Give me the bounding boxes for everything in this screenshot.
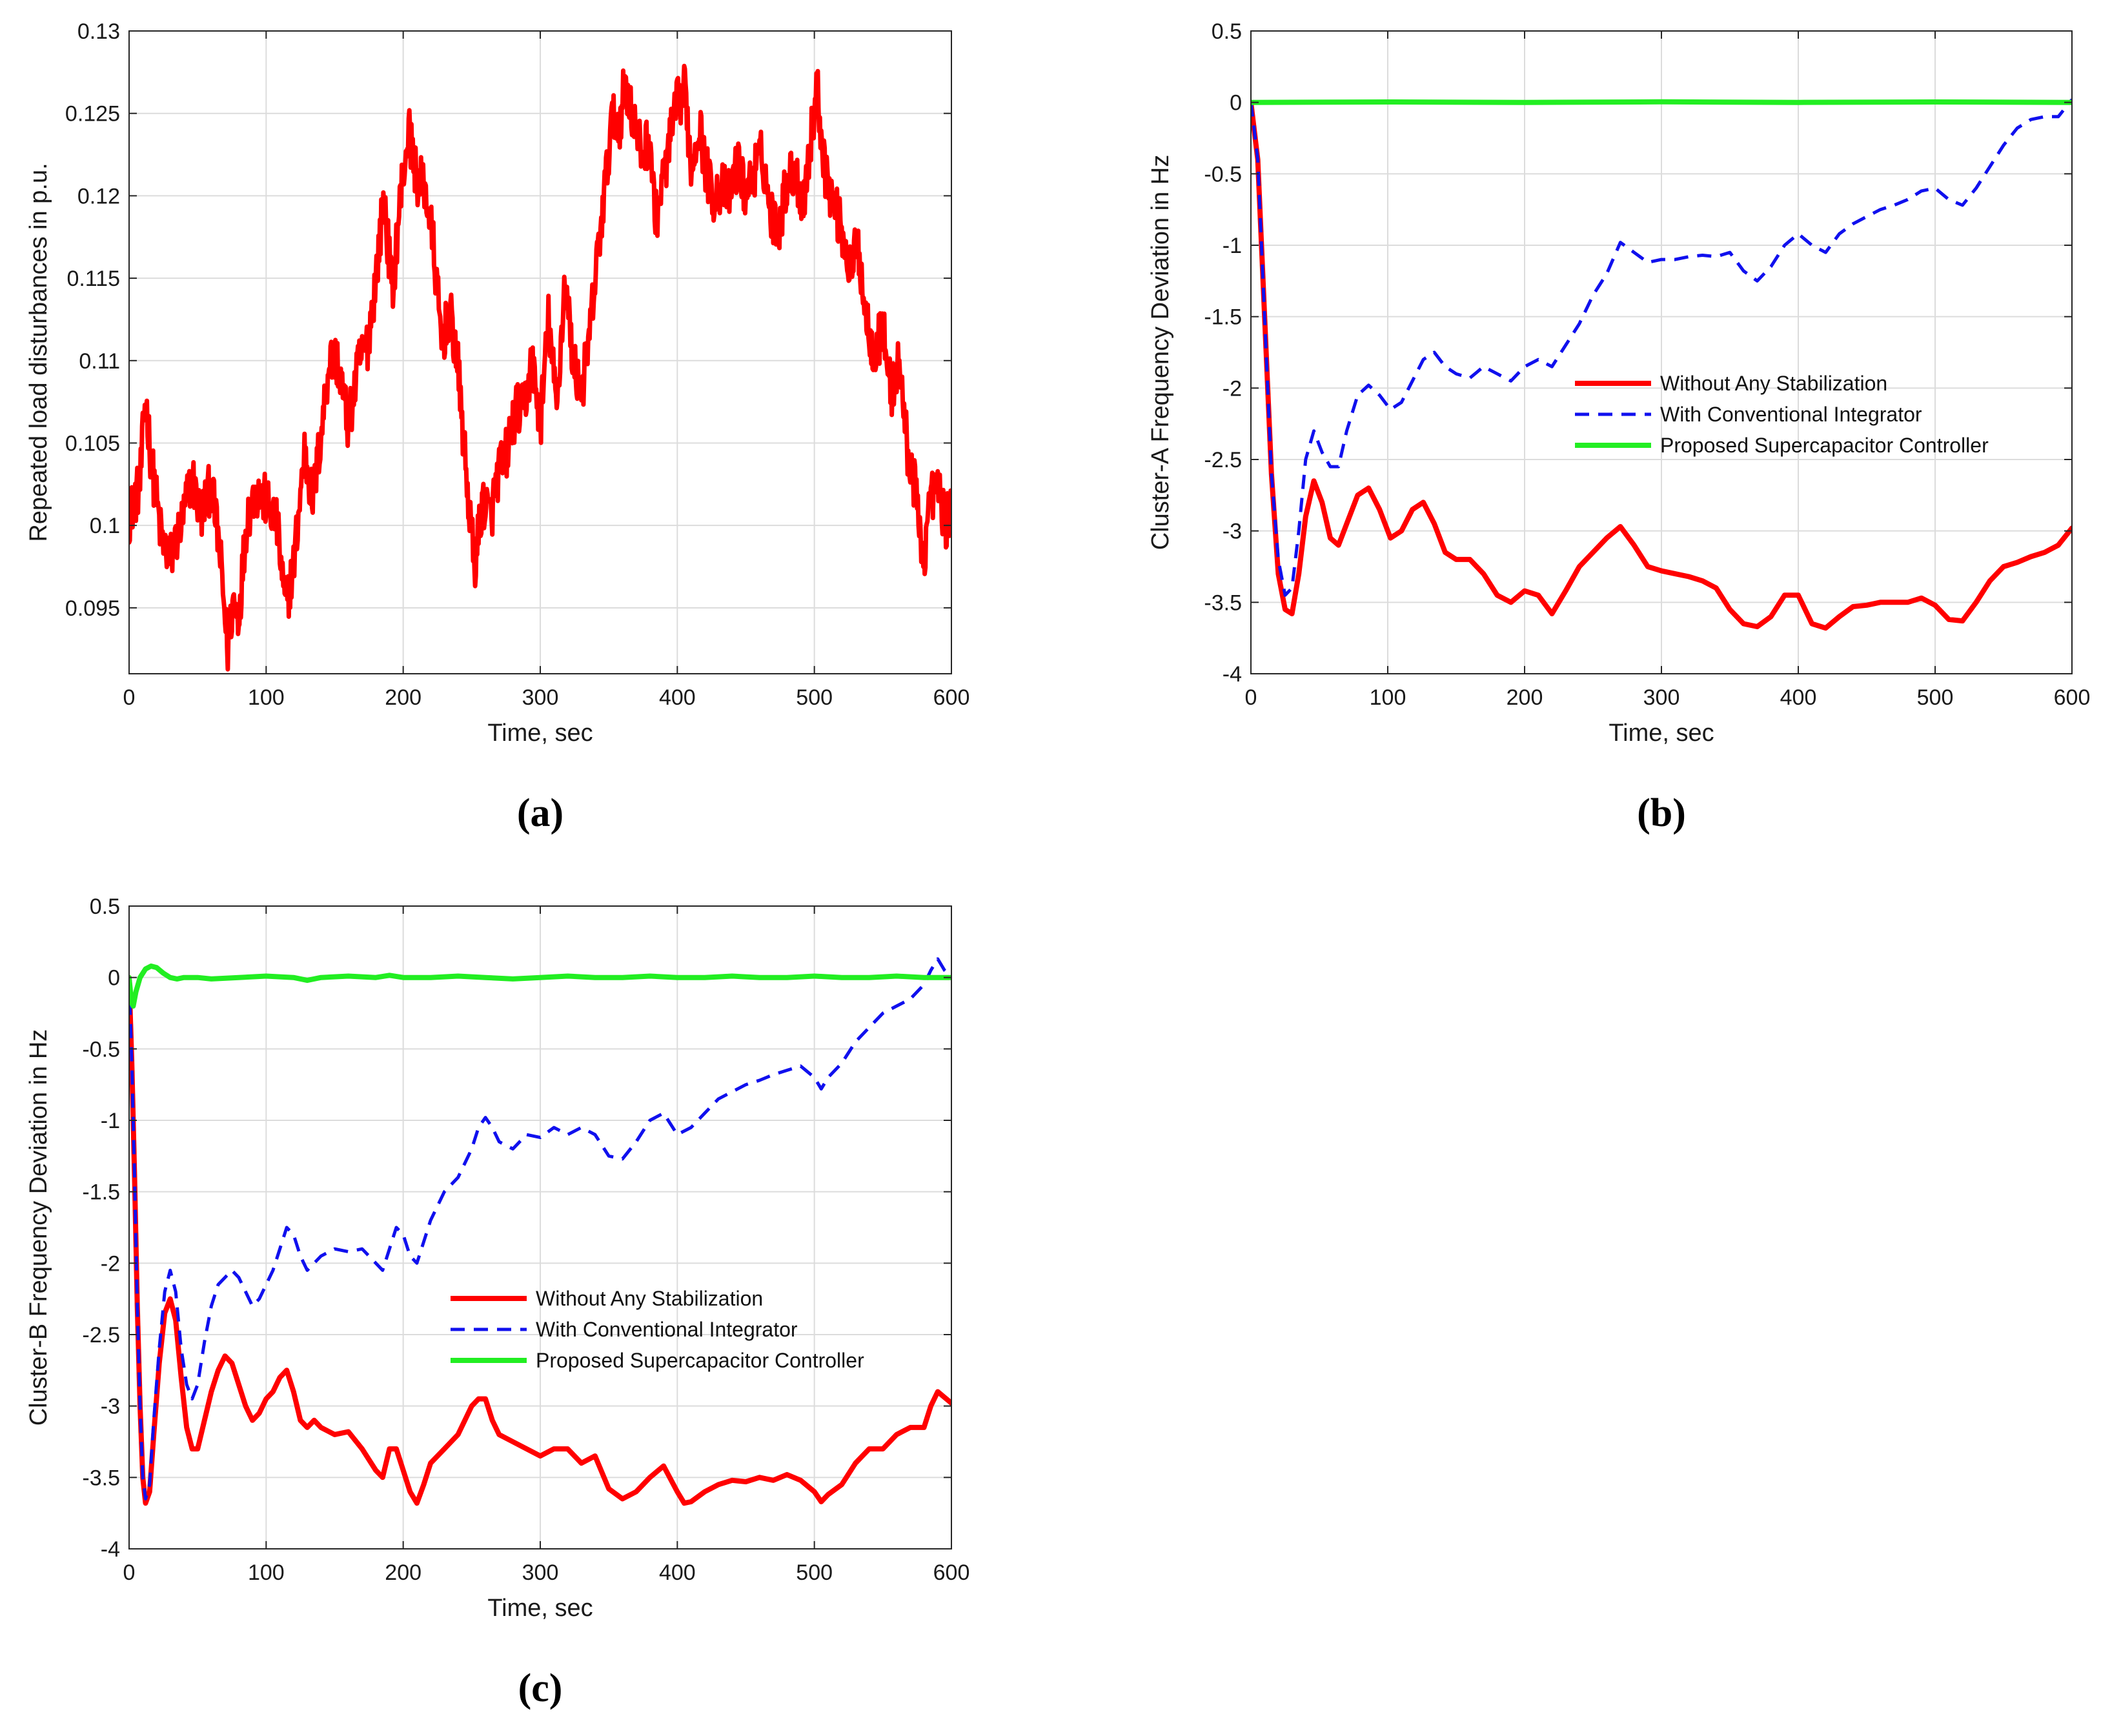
x-tick-label: 200 (1507, 685, 1543, 710)
x-tick-label: 200 (385, 1560, 421, 1585)
y-tick-label: 0.12 (77, 184, 120, 208)
x-tick-label: 600 (933, 685, 970, 710)
x-tick-label: 0 (123, 685, 136, 710)
y-tick-label: -1.5 (82, 1180, 120, 1205)
y-tick-label: 0.13 (77, 19, 120, 44)
legend-entry: Proposed Supercapacitor Controller (1660, 434, 1989, 457)
x-tick-label: 300 (522, 685, 559, 710)
x-tick-label: 100 (248, 1560, 285, 1585)
legend-entry: Without Any Stabilization (536, 1287, 763, 1310)
y-tick-label: -1 (101, 1109, 120, 1133)
y-tick-label: -4 (1223, 662, 1242, 687)
y-tick-label: -2 (1223, 376, 1242, 401)
y-tick-label: -1 (1223, 234, 1242, 258)
y-tick-label: 0.5 (90, 894, 120, 919)
x-tick-label: 400 (659, 1560, 696, 1585)
x-tick-label: 200 (385, 685, 421, 710)
x-tick-label: 0 (123, 1560, 136, 1585)
legend: Without Any Stabilization With Convention… (1575, 372, 1989, 457)
x-tick-label: 300 (1643, 685, 1680, 710)
y-tick-label: 0.125 (65, 102, 120, 126)
y-tick-label: -0.5 (82, 1037, 120, 1062)
x-tick-label: 500 (1917, 685, 1954, 710)
y-tick-label: -3 (101, 1395, 120, 1419)
y-tick-label: 0.105 (65, 431, 120, 456)
panel-caption: (b) (1637, 791, 1686, 835)
y-tick-label: -1.5 (1204, 305, 1242, 330)
x-tick-label: 100 (248, 685, 285, 710)
y-tick-label: -0.5 (1204, 162, 1242, 187)
y-tick-label: 0.115 (66, 267, 120, 291)
panel-caption: (c) (518, 1666, 563, 1710)
x-tick-label: 100 (1370, 685, 1406, 710)
x-tick-label: 500 (796, 1560, 833, 1585)
series-line-proposed-supercapacitor-controller (129, 964, 951, 1009)
series-line-without-any-stabilization (1251, 99, 2072, 631)
panel-b-chart: 0 100 200 300 400 500 600 -4 -3.5 -3 -2.5 -2 -1.5 -1 -… (1147, 19, 2090, 835)
y-tick-label: -3.5 (1204, 590, 1242, 615)
y-tick-label: -2 (101, 1251, 120, 1276)
legend: Without Any Stabilization With Convention… (451, 1287, 864, 1372)
y-tick-label: -3 (1223, 520, 1242, 544)
legend-entry: Proposed Supercapacitor Controller (536, 1349, 864, 1372)
series-line-with-conventional-integrator (129, 957, 951, 1500)
series-line-with-conventional-integrator (1251, 98, 2072, 597)
y-tick-label: 0.095 (65, 596, 120, 621)
x-tick-label: 600 (933, 1560, 970, 1585)
x-axis-label: Time, sec (1609, 720, 1714, 747)
y-tick-label: 0.11 (79, 349, 120, 374)
x-tick-label: 500 (796, 685, 833, 710)
y-axis-label: Cluster-A Frequency Deviation in Hz (1147, 155, 1174, 550)
x-tick-label: 400 (1780, 685, 1817, 710)
panel-a-chart: 0 100 200 300 400 500 600 0.095 0.1 0.105 0.11 0.11… (25, 19, 969, 835)
x-tick-label: 300 (522, 1560, 559, 1585)
legend-entry: With Conventional Integrator (536, 1318, 798, 1341)
y-tick-label: 0 (108, 966, 120, 991)
x-tick-label: 0 (1245, 685, 1257, 710)
y-tick-label: 0.5 (1212, 19, 1242, 44)
y-axis-label: Repeated load disturbances in p.u. (25, 163, 52, 541)
x-axis-label: Time, sec (487, 720, 593, 747)
y-tick-label: 0 (1230, 91, 1242, 116)
y-tick-label: -4 (101, 1537, 120, 1562)
series-group (1251, 98, 2072, 631)
x-tick-label: 600 (2054, 685, 2091, 710)
legend-entry: With Conventional Integrator (1660, 403, 1922, 426)
series-group (129, 63, 951, 672)
x-axis-label: Time, sec (487, 1595, 593, 1622)
series-group (129, 957, 951, 1506)
panel-caption: (a) (517, 791, 563, 835)
series-line-repeated-load-disturbance (129, 63, 951, 672)
series-line-proposed-supercapacitor-controller (1251, 99, 2072, 105)
x-tick-label: 400 (659, 685, 696, 710)
legend-entry: Without Any Stabilization (1660, 372, 1887, 395)
y-tick-label: -2.5 (1204, 448, 1242, 472)
y-axis-label: Cluster-B Frequency Deviation in Hz (25, 1029, 52, 1426)
panel-c-chart: 0 100 200 300 400 500 600 -4 -3.5 -3 -2.5 -2 -1.5 -1 -… (25, 894, 969, 1710)
y-tick-label: -3.5 (82, 1466, 120, 1490)
series-line-without-any-stabilization (129, 974, 951, 1506)
y-tick-label: 0.1 (90, 514, 120, 538)
y-tick-label: -2.5 (82, 1323, 120, 1347)
